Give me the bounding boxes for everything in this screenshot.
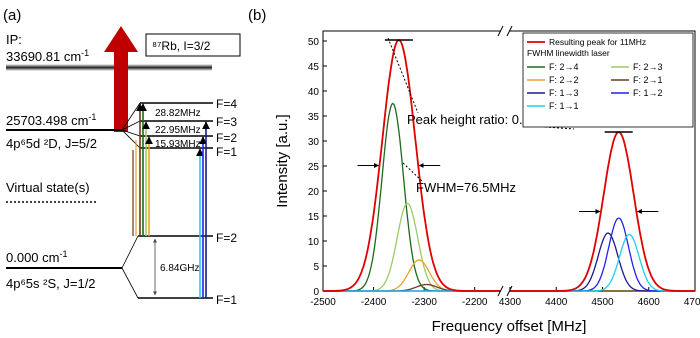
y-tick-label: 0 [313, 287, 319, 298]
y-tick-label: 50 [308, 37, 320, 48]
y-axis-label: Intensity [a.u.] [274, 114, 291, 207]
y-tick-label: 35 [308, 112, 320, 123]
y-tick-label: 25 [308, 162, 320, 173]
energy-level-diagram: (a) IP: 33690.81 cm-1 ⁸⁷Rb, I=3/2 25703.… [3, 7, 241, 307]
x-tick-label: 4600 [638, 297, 661, 308]
ionization-arrow-shaft [114, 50, 128, 132]
y-tick-label: 20 [308, 187, 320, 198]
series-line-left [323, 259, 500, 292]
break-slash [506, 285, 513, 297]
ip-label: IP: [6, 32, 22, 47]
break-slash [497, 285, 504, 297]
upper-F3-label: F=3 [216, 115, 237, 129]
x-tick-label: -2200 [462, 297, 488, 308]
panel-b-label: (b) [248, 7, 266, 24]
x-tick-label: 4700 [684, 297, 700, 308]
virtual-state-label: Virtual state(s) [6, 180, 90, 195]
x-tick-label: -2300 [411, 297, 437, 308]
transitions-from-F1 [196, 121, 210, 298]
series-line-right [510, 217, 695, 292]
upper-F4-label: F=4 [216, 97, 237, 111]
d-energy: 25703.498 cm-1 [6, 112, 96, 128]
x-axis-label: Frequency offset [MHz] [432, 318, 587, 335]
x-axis: -2500 -2400 -2300 -2200 4300 4400 4500 4600 4700 [310, 287, 700, 308]
break-gap-bottom [501, 287, 509, 295]
series-line-right [510, 131, 695, 292]
y-tick-label: 30 [308, 137, 320, 148]
legend-label: F: 1→3 [549, 88, 579, 98]
legend-label: F: 2→1 [633, 75, 663, 85]
legend-label: F: 2→3 [633, 62, 663, 72]
series-line-right [510, 232, 695, 292]
upper-F2-label: F=2 [216, 131, 237, 145]
spectrum-chart: (b) 0 5 10 15 20 25 30 35 40 45 50 -2500 -2400 -2300… [248, 7, 700, 335]
break-gap-top [501, 27, 509, 35]
isotope-label: ⁸⁷Rb, I=3/2 [152, 39, 211, 53]
splitting-4-3: 28.82MHz [155, 108, 201, 119]
break-slash [497, 25, 504, 37]
s-state-label: 4p⁶5s ²S, J=1/2 [6, 276, 96, 291]
ionization-arrow-head [104, 26, 138, 52]
lower-F1-label: F=1 [216, 293, 237, 307]
axis-break-marks [497, 25, 513, 297]
splitting-2-1: 15.93MHz [155, 139, 201, 150]
y-axis: 0 5 10 15 20 25 30 35 40 45 50 [308, 37, 327, 298]
x-tick-label: -2500 [310, 297, 336, 308]
splitting-3-2: 22.95MHz [155, 125, 201, 136]
legend: Resulting peak for 11MHz FWHM linewidth l… [522, 32, 694, 128]
isotope-box [145, 33, 241, 57]
y-tick-label: 10 [308, 237, 320, 248]
legend-label: F: 2→4 [549, 62, 579, 72]
transitions-from-F2 [132, 103, 153, 236]
legend-label: Resulting peak for 11MHz FWHM linewidth l… [527, 37, 646, 58]
upper-F1-label: F=1 [216, 145, 237, 159]
lower-F2-label: F=2 [216, 231, 237, 245]
y-tick-label: 5 [313, 262, 319, 273]
x-tick-label: 4500 [591, 297, 614, 308]
y-tick-label: 15 [308, 212, 320, 223]
s-energy: 0.000 cm-1 [6, 249, 68, 265]
series-line-left [323, 39, 500, 292]
peak-ratio-label: Peak height ratio: 0.6 [407, 112, 530, 127]
legend-box [522, 32, 694, 128]
series-line-left [323, 102, 500, 292]
d-state-label: 4p⁶5d ²D, J=5/2 [6, 136, 97, 151]
annotation-fwhm: FWHM=76.5MHz [402, 162, 516, 195]
break-slash [506, 25, 513, 37]
fwhm-label: FWHM=76.5MHz [416, 180, 516, 195]
ionization-continuum [6, 64, 212, 71]
ground-splitting-label: 6.84GHz [160, 263, 199, 274]
legend-label: F: 1→2 [633, 88, 663, 98]
y-tick-label: 45 [308, 62, 320, 73]
x-tick-label: 4400 [545, 297, 568, 308]
y-tick-label: 40 [308, 87, 320, 98]
ip-energy: 33690.81 cm-1 [6, 48, 89, 64]
x-tick-label: 4300 [499, 297, 522, 308]
x-tick-label: -2400 [361, 297, 387, 308]
panel-a-label: (a) [3, 7, 21, 24]
curves [323, 39, 695, 292]
fwhm-arrows [357, 163, 659, 214]
legend-label: F: 2→2 [549, 75, 579, 85]
legend-label: F: 1→1 [549, 101, 579, 111]
